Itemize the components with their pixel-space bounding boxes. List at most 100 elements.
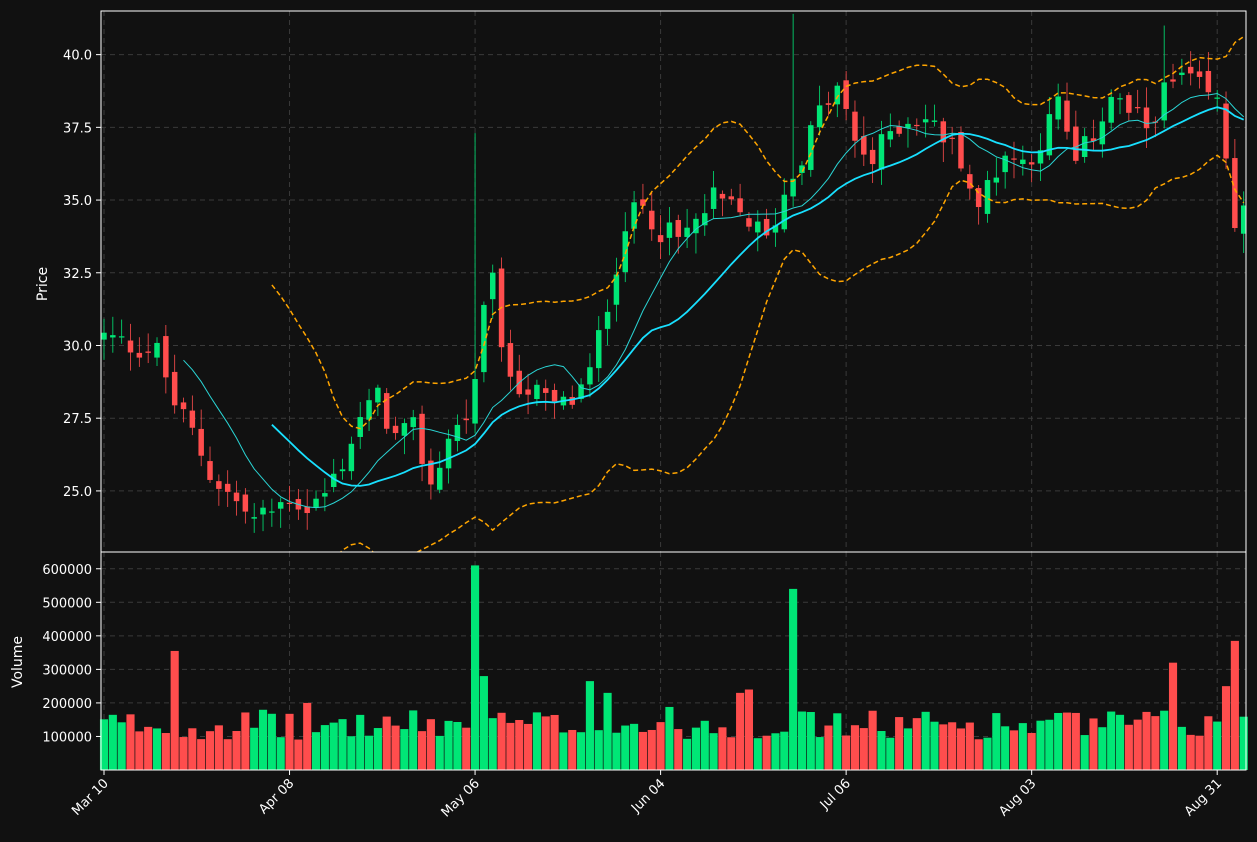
volume-bar — [1089, 718, 1098, 770]
candle — [428, 448, 434, 500]
volume-bar — [1195, 735, 1204, 770]
volume-bar — [1230, 640, 1239, 770]
volume-bar — [1107, 711, 1116, 770]
candle-body — [1205, 70, 1212, 93]
candle-body — [277, 502, 284, 509]
candle-body — [322, 493, 328, 497]
volume-bar — [541, 716, 550, 770]
candle-body — [1064, 100, 1070, 132]
volume-bar — [1213, 721, 1222, 770]
candle — [322, 478, 328, 512]
candle — [975, 185, 982, 225]
candle — [843, 71, 849, 121]
candle-body — [534, 384, 540, 399]
volume-bar — [930, 721, 939, 770]
candle — [198, 409, 204, 467]
volume-bar — [223, 739, 232, 770]
candle-body — [808, 125, 814, 170]
volume-bar — [108, 714, 117, 770]
candle — [967, 164, 973, 200]
candle-body — [816, 105, 823, 128]
volume-tick-label: 500000 — [42, 596, 92, 611]
volume-bar — [391, 725, 400, 770]
candle-body — [984, 180, 991, 214]
volume-bar — [1009, 730, 1019, 770]
candle-body — [481, 304, 487, 373]
candle-body — [719, 193, 726, 199]
volume-bar — [762, 735, 771, 770]
volume-bar — [965, 722, 974, 770]
candle-body — [171, 371, 178, 406]
volume-bar — [744, 689, 754, 770]
candle-body — [1170, 79, 1176, 82]
ma-fast-line — [183, 92, 1245, 509]
volume-bar — [1239, 716, 1248, 770]
candle — [869, 137, 876, 183]
volume-bar — [700, 720, 709, 770]
volume-bar — [789, 588, 798, 770]
candle — [110, 316, 116, 353]
candle — [1028, 153, 1035, 183]
volume-bar — [656, 722, 665, 770]
candle-body — [1126, 95, 1132, 113]
candle — [436, 451, 443, 494]
volume-bar — [895, 717, 904, 770]
candle-body — [887, 131, 894, 140]
volume-bar — [462, 727, 471, 770]
candle — [1037, 133, 1044, 181]
volume-bar — [647, 729, 656, 770]
volume-bar — [815, 737, 824, 770]
candle — [1161, 25, 1167, 129]
candle — [136, 337, 143, 367]
candle-body — [843, 80, 849, 109]
candle-body — [1179, 72, 1185, 76]
candle-body — [445, 438, 452, 469]
volume-bar — [665, 706, 674, 770]
candle-body — [507, 343, 514, 377]
candle-body — [640, 199, 646, 206]
volume-bar — [170, 650, 179, 770]
candle-body — [118, 336, 125, 338]
volume-bar — [1142, 711, 1151, 770]
volume-bar — [1221, 686, 1231, 770]
candle — [852, 100, 858, 158]
candle-body — [975, 188, 982, 208]
candle-body — [145, 351, 151, 353]
candle-body — [313, 498, 319, 508]
candle-body — [224, 483, 231, 492]
candle — [330, 458, 337, 493]
candle — [1117, 93, 1123, 115]
candle — [118, 319, 125, 344]
candle-body — [763, 218, 770, 236]
volume-bar — [1071, 712, 1080, 770]
volume-bar — [1124, 724, 1133, 770]
candle-body — [383, 393, 390, 429]
candle-body — [1099, 121, 1106, 145]
candle-body — [852, 111, 858, 141]
candle — [269, 498, 275, 527]
candle — [525, 373, 531, 415]
volume-bar — [488, 718, 497, 770]
candle-body — [666, 222, 673, 238]
candle-body — [551, 389, 558, 402]
candle-body — [304, 506, 310, 514]
candle — [445, 429, 452, 484]
volume-bar — [577, 732, 586, 770]
volume-bar — [1027, 732, 1036, 770]
candle-body — [489, 272, 496, 300]
candle — [984, 170, 991, 223]
price-axis-ticks: 25.0 27.5 30.0 32.5 35.0 37.5 40.0 — [63, 49, 101, 500]
volume-bar — [797, 711, 807, 770]
candle — [171, 354, 178, 414]
volume-bar — [921, 711, 930, 770]
candle-body — [127, 340, 134, 353]
candle-body — [905, 123, 911, 129]
candle — [675, 214, 682, 254]
candle — [693, 213, 699, 254]
volume-bar — [683, 738, 692, 770]
candle-body — [260, 507, 266, 515]
candle — [914, 118, 920, 136]
candle-body — [1196, 71, 1203, 77]
volume-bar — [267, 713, 276, 770]
candle — [357, 401, 363, 449]
